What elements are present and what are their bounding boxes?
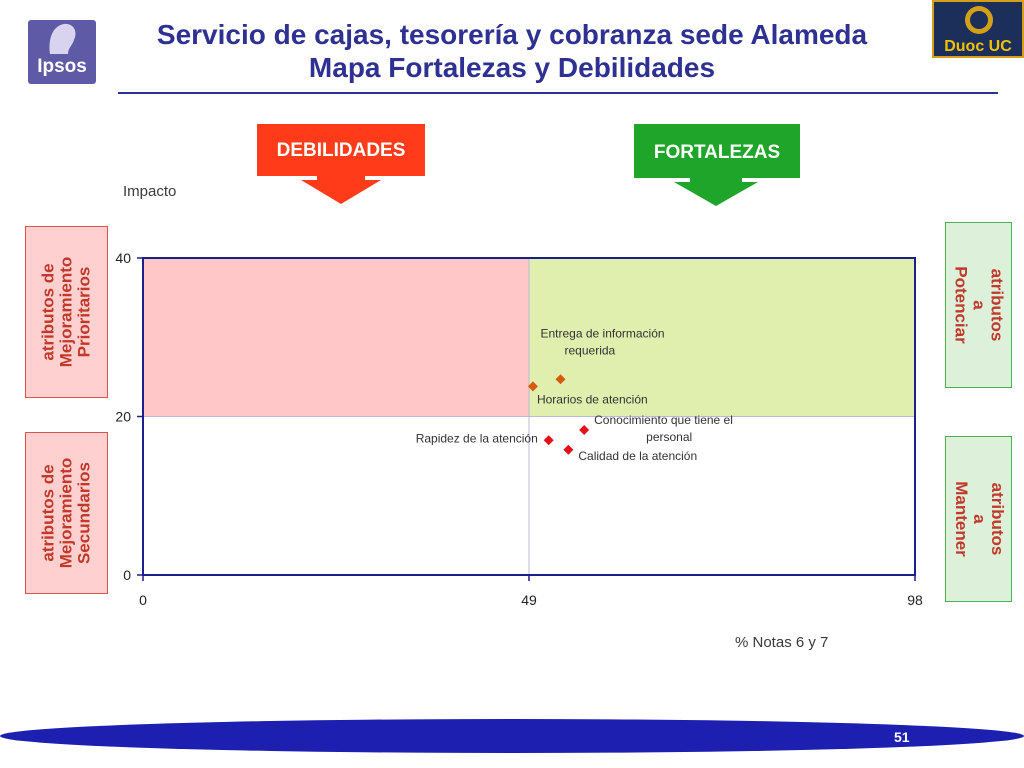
point-label: Calidad de la atención: [578, 449, 697, 463]
ipsos-head-icon: [49, 23, 76, 54]
debilidades-label: DEBILIDADES: [276, 140, 406, 161]
footer-band: [0, 719, 1024, 753]
point-label: Horarios de atención: [537, 392, 648, 406]
side-box-potenciar: atributos a Potenciar: [945, 222, 1012, 388]
duoc-logo-text: Duoc UC: [944, 38, 1012, 55]
x-axis-title: % Notas 6 y 7: [735, 634, 829, 651]
data-point: [563, 444, 574, 455]
x-tick-label: 0: [139, 592, 147, 608]
x-tick-label: 49: [521, 592, 537, 608]
y-tick-label: 20: [115, 409, 131, 425]
side-box-mejoramiento-secundarios: atributos de Mejoramiento Secundarios: [25, 432, 108, 594]
scatter-chart: 0 20 40 0 49 98 Entrega de información requerid…: [115, 250, 923, 608]
ipsos-logo-text: Ipsos: [37, 56, 87, 77]
y-axis-title: Impacto: [123, 183, 177, 200]
data-point: [579, 424, 590, 435]
title-line-1: Servicio de cajas, tesorería y cobranza …: [156, 19, 868, 50]
side-box-mejoramiento-prioritarios: atributos de Mejoramiento Prioritarios: [25, 226, 108, 398]
data-point: [555, 374, 566, 385]
quadrant-fortalezas: [529, 258, 915, 417]
point-label: Conocimiento que tiene el personal: [594, 413, 733, 444]
page-title: Servicio de cajas, tesorería y cobranza …: [0, 18, 1024, 84]
fortalezas-label: FORTALEZAS: [653, 142, 781, 163]
title-line-2: Mapa Fortalezas y Debilidades: [308, 52, 716, 83]
data-point: [527, 381, 538, 392]
debilidades-arrow: [257, 124, 425, 204]
data-point: [543, 435, 554, 446]
x-tick-label: 98: [907, 592, 923, 608]
title-underline: [118, 92, 998, 94]
quadrant-debilidades: [143, 258, 529, 417]
side-box-mantener: atributos a Mantener: [945, 436, 1012, 602]
y-tick-label: 0: [123, 567, 131, 583]
duoc-crest-icon: [965, 6, 993, 34]
point-label: Entrega de información requerida: [541, 326, 665, 357]
fortalezas-arrow: [634, 124, 800, 206]
point-label: Rapidez de la atención: [416, 431, 538, 445]
y-tick-label: 40: [115, 250, 131, 266]
page-number: 51: [894, 729, 910, 745]
